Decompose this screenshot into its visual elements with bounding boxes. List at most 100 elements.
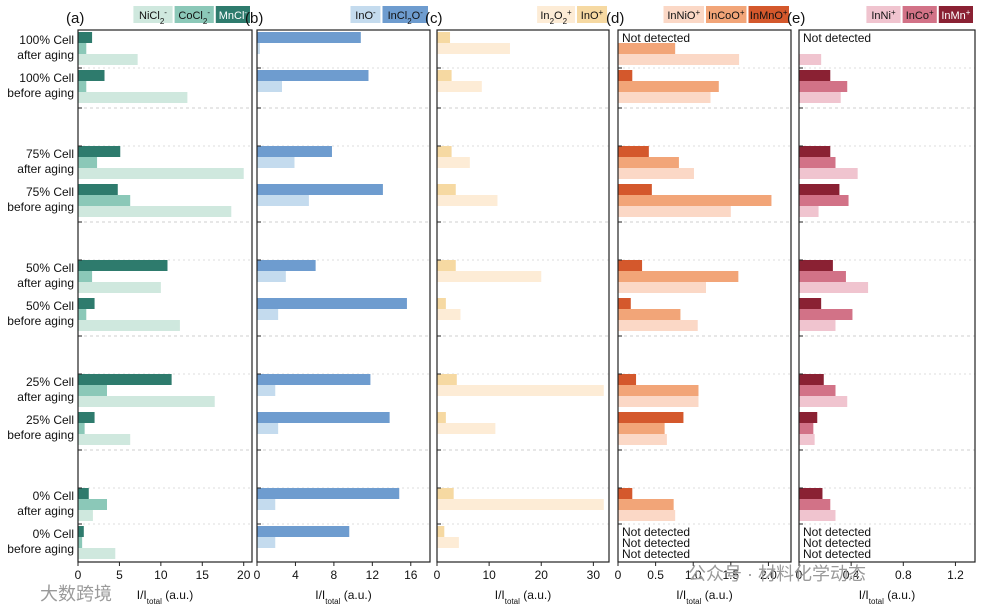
bar	[257, 146, 332, 157]
panel-3: 0 10 20 30 I/Itotal (a.u.) (c) In2O2+ InO+	[425, 6, 610, 606]
bar	[618, 54, 740, 65]
bar	[78, 70, 105, 81]
legend-label: InCo+	[906, 8, 934, 23]
bar	[437, 260, 456, 271]
legend-swatch	[350, 6, 381, 23]
bar	[437, 195, 498, 206]
bar	[437, 298, 446, 309]
bar	[78, 510, 93, 521]
x-tick-label: 0.4	[843, 568, 860, 582]
bar	[437, 81, 482, 92]
bar	[437, 271, 542, 282]
bar	[78, 309, 87, 320]
x-tick-label: 0	[615, 568, 622, 582]
bar	[78, 396, 215, 407]
row-label-line2: after aging	[17, 48, 74, 62]
bar	[78, 146, 121, 157]
bar	[78, 282, 161, 293]
row-label-line2: after aging	[17, 504, 74, 518]
x-tick-label: 5	[116, 568, 123, 582]
bar	[437, 488, 454, 499]
row-label-line1: 75% Cell	[26, 185, 74, 199]
bar	[618, 282, 707, 293]
bar	[799, 510, 836, 521]
bar	[78, 271, 93, 282]
row-label-line1: 0% Cell	[33, 527, 74, 541]
x-tick-label: 10	[482, 568, 496, 582]
bar	[437, 526, 445, 537]
bar	[799, 206, 819, 217]
bar	[799, 309, 853, 320]
bar	[618, 309, 681, 320]
bar	[78, 168, 244, 179]
bar	[78, 260, 168, 271]
bar	[437, 157, 470, 168]
legend-label: InO-	[355, 8, 376, 23]
panel-tag: (c)	[425, 10, 443, 27]
bar	[78, 206, 232, 217]
bar	[78, 526, 84, 537]
bar	[437, 309, 461, 320]
bar	[257, 70, 369, 81]
row-label-line1: 50% Cell	[26, 299, 74, 313]
x-tick-label: 0	[796, 568, 803, 582]
x-tick-label: 1.2	[947, 568, 964, 582]
row-label-line1: 50% Cell	[26, 261, 74, 275]
legend-swatch	[902, 6, 937, 23]
bar	[437, 184, 456, 195]
bar	[799, 271, 846, 282]
row-label-line2: before aging	[7, 428, 74, 442]
not-detected-label: Not detected	[803, 31, 871, 45]
bar	[799, 92, 841, 103]
bar	[78, 92, 188, 103]
bar	[799, 396, 848, 407]
row-label-line2: before aging	[7, 314, 74, 328]
legend-swatch	[577, 6, 607, 23]
x-axis-label: I/Itotal (a.u.)	[137, 588, 193, 606]
bar	[257, 32, 361, 43]
watermark-left: 大数跨境	[40, 584, 112, 604]
bar	[799, 157, 836, 168]
bar	[78, 423, 85, 434]
bar	[799, 499, 831, 510]
legend-label: InMn+	[941, 8, 970, 23]
bar	[618, 43, 676, 54]
not-detected-label: Not detected	[622, 31, 690, 45]
legend-label: InCoO+	[708, 8, 745, 23]
bar	[618, 385, 699, 396]
bar	[799, 54, 822, 65]
bar	[618, 260, 643, 271]
legend-label: In2O2+	[540, 8, 572, 26]
bar	[78, 43, 87, 54]
bar	[799, 488, 823, 499]
bar	[78, 157, 98, 168]
bar	[257, 526, 350, 537]
not-detected-label: Not detected	[622, 525, 690, 539]
legend-swatch	[748, 6, 789, 23]
bar	[618, 396, 699, 407]
bar	[799, 412, 818, 423]
x-tick-label: 15	[196, 568, 210, 582]
bar	[78, 320, 180, 331]
bar	[437, 537, 459, 548]
bar	[618, 423, 665, 434]
panel-frame	[436, 29, 610, 563]
bar	[437, 374, 457, 385]
bar	[257, 184, 383, 195]
not-detected-label: Not detected	[622, 536, 690, 550]
x-axis-label: I/Itotal (a.u.)	[315, 588, 371, 606]
x-tick-label: 0.8	[895, 568, 912, 582]
bar	[618, 499, 674, 510]
bar	[257, 537, 276, 548]
bar	[799, 282, 869, 293]
panel-tag: (d)	[606, 10, 624, 27]
row-label-line1: 75% Cell	[26, 147, 74, 161]
x-axis-label: I/Itotal (a.u.)	[676, 588, 732, 606]
bar	[618, 434, 667, 445]
bar	[78, 374, 172, 385]
legend-swatch	[706, 6, 747, 23]
legend-swatch	[663, 6, 704, 23]
row-label-line1: 25% Cell	[26, 413, 74, 427]
legend-label: CoCl2-	[178, 8, 210, 26]
